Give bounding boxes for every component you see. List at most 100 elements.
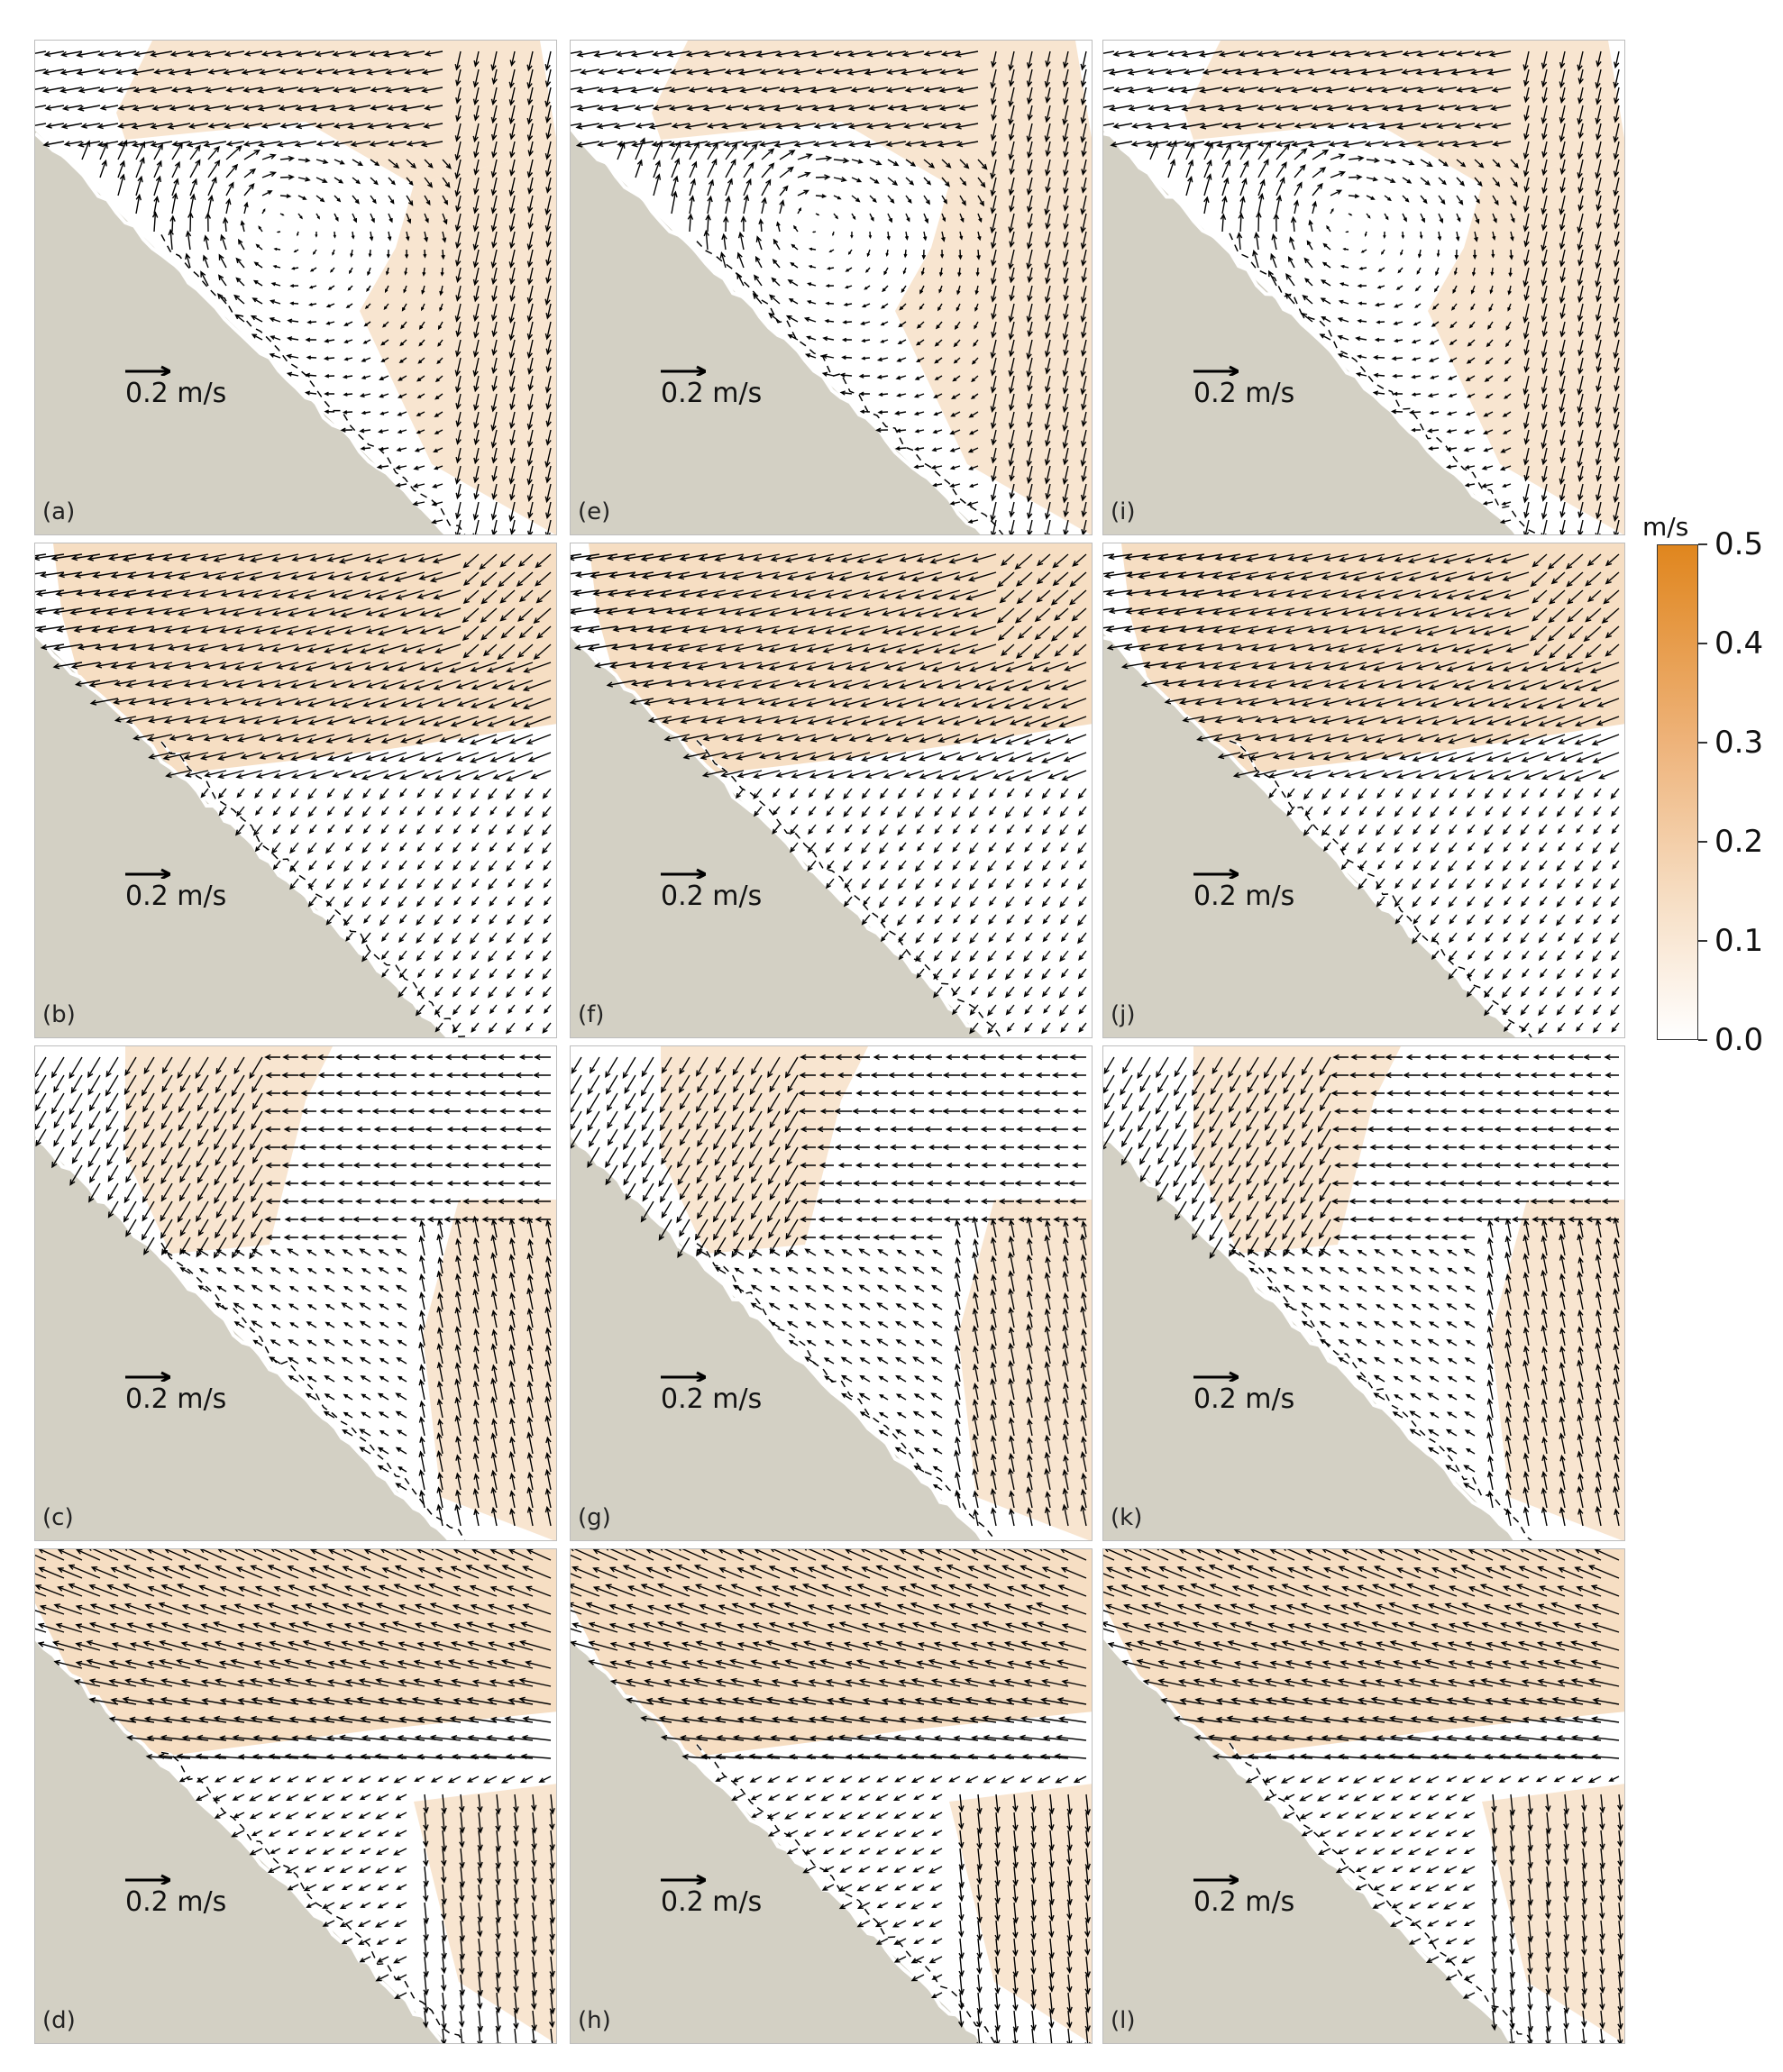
- velocity-arrow: [423, 1812, 429, 1831]
- velocity-arrow: [216, 1285, 227, 1292]
- velocity-arrow: [296, 68, 317, 76]
- velocity-arrow: [976, 1848, 983, 1871]
- velocity-arrow: [477, 1866, 483, 1885]
- velocity-arrow: [1522, 303, 1530, 324]
- velocity-arrow: [315, 213, 320, 220]
- velocity-arrow: [617, 141, 626, 160]
- velocity-arrow: [343, 1411, 353, 1419]
- velocity-arrow: [315, 123, 335, 129]
- velocity-arrow: [740, 215, 747, 233]
- velocity-arrow: [124, 1659, 155, 1669]
- velocity-arrow: [911, 1848, 925, 1855]
- velocity-arrow: [606, 1549, 636, 1561]
- velocity-arrow: [146, 1735, 173, 1741]
- velocity-arrow: [790, 589, 817, 598]
- velocity-arrow: [666, 50, 690, 58]
- velocity-arrow: [398, 1604, 425, 1615]
- velocity-arrow: [397, 411, 407, 416]
- velocity-arrow: [509, 429, 516, 446]
- velocity-arrow: [1012, 1974, 1019, 1995]
- velocity-arrow: [434, 824, 443, 835]
- velocity-arrow: [786, 1848, 799, 1855]
- velocity-arrow: [1062, 357, 1069, 378]
- velocity-arrow: [544, 213, 552, 233]
- velocity-arrow: [268, 1659, 299, 1669]
- velocity-arrow: [535, 1144, 551, 1151]
- velocity-arrow: [805, 698, 835, 707]
- velocity-arrow: [990, 1469, 997, 1491]
- velocity-arrow: [974, 285, 979, 296]
- velocity-arrow: [342, 410, 353, 415]
- velocity-arrow: [1470, 105, 1494, 112]
- velocity-arrow: [233, 1266, 245, 1274]
- velocity-arrow: [806, 1753, 835, 1760]
- velocity-arrow: [434, 968, 443, 979]
- velocity-arrow: [861, 788, 871, 799]
- velocity-arrow: [991, 447, 997, 464]
- velocity-arrow: [431, 1549, 462, 1561]
- velocity-arrow: [576, 87, 600, 94]
- velocity-arrow: [307, 1286, 317, 1292]
- velocity-arrow: [896, 357, 907, 362]
- velocity-arrow: [919, 303, 925, 310]
- velocity-arrow: [544, 1306, 552, 1328]
- velocity-arrow: [1431, 321, 1440, 327]
- velocity-arrow: [1492, 195, 1499, 206]
- panel-label: (g): [578, 1504, 611, 1531]
- velocity-arrow: [882, 625, 907, 634]
- velocity-arrow: [994, 1884, 1001, 1904]
- velocity-arrow: [189, 144, 201, 160]
- velocity-arrow: [949, 1678, 979, 1687]
- velocity-arrow: [973, 1383, 979, 1401]
- velocity-arrow: [793, 224, 799, 233]
- velocity-arrow: [1312, 167, 1327, 178]
- velocity-arrow: [1436, 249, 1440, 258]
- velocity-arrow: [454, 1290, 462, 1310]
- velocity-arrow: [1586, 553, 1602, 567]
- velocity-arrow: [1290, 215, 1297, 233]
- velocity-arrow: [766, 1812, 781, 1819]
- velocity-arrow: [1053, 1162, 1068, 1169]
- velocity-arrow: [361, 571, 389, 581]
- velocity-arrow: [418, 339, 425, 347]
- velocity-arrow: [203, 234, 210, 251]
- velocity-arrow: [61, 105, 83, 111]
- velocity-arrow: [334, 1144, 352, 1151]
- velocity-arrow: [110, 1566, 137, 1579]
- velocity-arrow: [684, 680, 709, 687]
- velocity-arrow: [324, 1249, 335, 1256]
- velocity-arrow: [1027, 1310, 1033, 1328]
- velocity-arrow: [597, 141, 618, 148]
- velocity-arrow: [844, 842, 853, 853]
- velocity-arrow: [891, 1162, 906, 1169]
- velocity-arrow: [384, 285, 389, 294]
- velocity-arrow: [1003, 1678, 1033, 1687]
- velocity-arrow: [1050, 589, 1069, 606]
- velocity-arrow: [1467, 571, 1494, 581]
- velocity-arrow: [917, 842, 925, 852]
- velocity-arrow: [974, 752, 997, 761]
- velocity-arrow: [267, 1696, 299, 1705]
- velocity-arrow: [907, 1072, 924, 1079]
- velocity-arrow: [805, 1775, 817, 1782]
- velocity-arrow: [898, 321, 907, 328]
- velocity-arrow: [459, 1920, 465, 1942]
- velocity-arrow: [409, 1054, 425, 1061]
- velocity-arrow: [734, 625, 763, 634]
- velocity-arrow: [592, 607, 618, 615]
- velocity-arrow: [306, 1267, 317, 1274]
- velocity-arrow: [704, 141, 727, 148]
- velocity-arrow: [369, 141, 389, 147]
- velocity-arrow: [1060, 698, 1087, 709]
- velocity-arrow: [416, 896, 425, 908]
- velocity-arrow: [197, 1182, 209, 1201]
- velocity-arrow: [893, 1565, 925, 1579]
- velocity-arrow: [526, 339, 534, 360]
- velocity-arrow: [977, 231, 982, 242]
- velocity-arrow: [1328, 141, 1349, 148]
- velocity-arrow: [1024, 968, 1033, 980]
- scale-reference: 0.2 m/s: [125, 868, 233, 922]
- velocity-arrow: [197, 1092, 209, 1112]
- velocity-arrow: [954, 1290, 961, 1310]
- velocity-arrow: [394, 1866, 407, 1873]
